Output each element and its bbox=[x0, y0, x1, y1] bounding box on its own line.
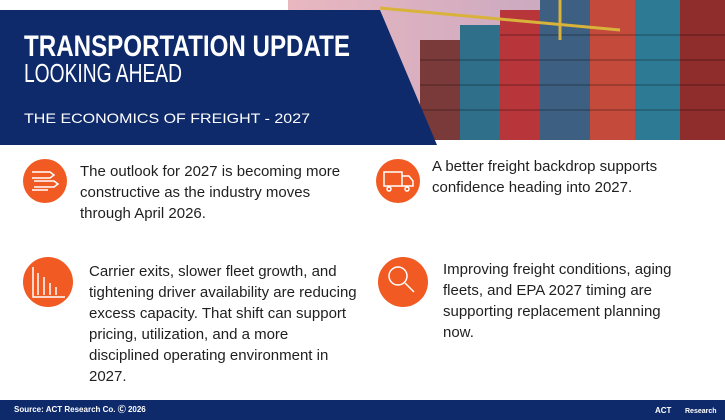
footer-bar bbox=[0, 400, 725, 420]
item-text: Carrier exits, slower fleet growth, and … bbox=[89, 263, 357, 385]
subtitle: LOOKING AHEAD bbox=[24, 58, 182, 88]
logo-sub: Research bbox=[685, 408, 717, 415]
item-text: A better freight backdrop supports confi… bbox=[432, 158, 658, 196]
source: Source: ACT Research Co. Ⓒ 2026 bbox=[14, 405, 146, 414]
item-text: The outlook for 2027 is becoming more co… bbox=[80, 163, 341, 222]
item-text: Improving freight conditions, aging flee… bbox=[443, 261, 672, 341]
tagline: THE ECONOMICS OF FREIGHT - 2027 bbox=[24, 110, 310, 126]
title: TRANSPORTATION UPDATE bbox=[24, 30, 350, 63]
container-photo bbox=[288, 0, 725, 140]
header-panel bbox=[0, 10, 437, 145]
logo: ACT bbox=[655, 406, 672, 415]
icons bbox=[23, 159, 428, 307]
